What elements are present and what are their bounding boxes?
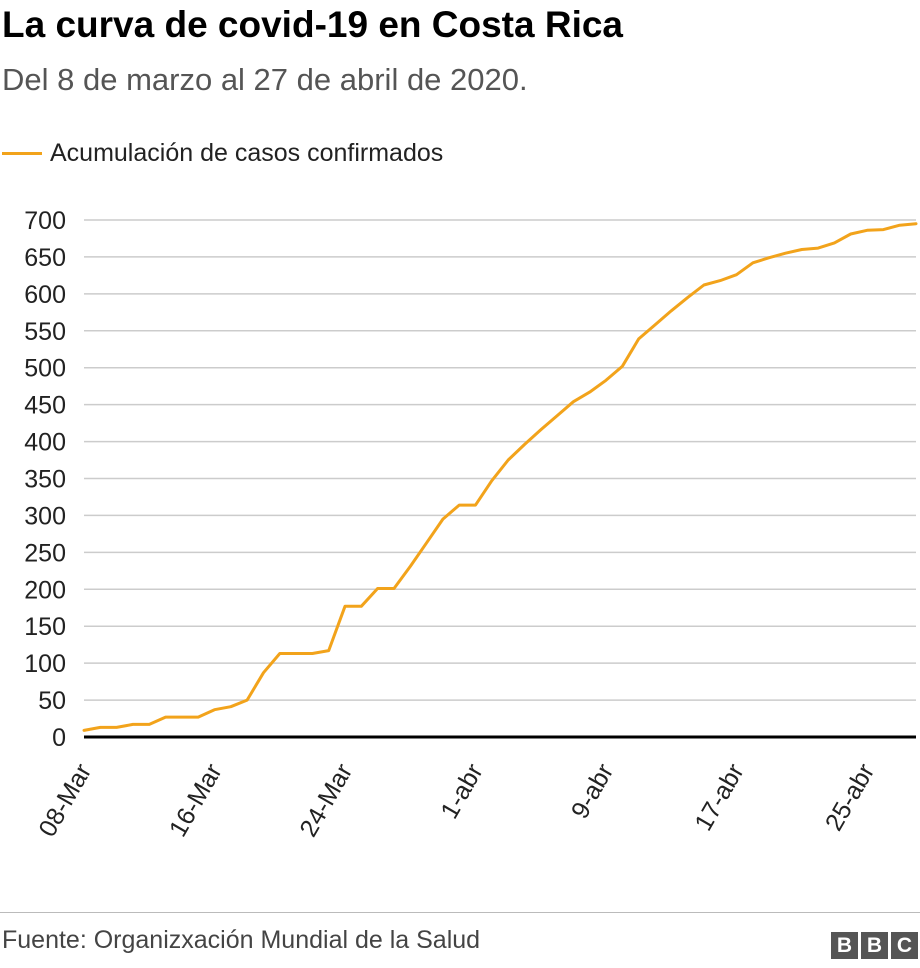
x-tick-label: 9-abr (566, 759, 619, 824)
bbc-logo-block: B (831, 932, 858, 959)
legend-label: Acumulación de casos confirmados (50, 138, 444, 167)
line-chart: 0 50 100 150 200 250 300 350 400 450 500 550 600 650 7… (24, 207, 918, 842)
y-tick-label: 100 (24, 650, 66, 678)
y-tick-label: 550 (24, 318, 66, 346)
series (82, 222, 918, 732)
series-line-casos-confirmados (82, 222, 918, 732)
y-tick-label: 250 (24, 539, 66, 567)
x-tick-label: 17-abr (689, 759, 749, 836)
y-tick-label: 300 (24, 502, 66, 530)
y-tick-label: 200 (24, 576, 66, 604)
y-tick-label: 500 (24, 355, 66, 383)
bbc-logo-block: B (861, 932, 888, 959)
x-tick-label: 25-abr (820, 759, 880, 836)
y-tick-label: 450 (24, 392, 66, 420)
footer-divider (0, 912, 920, 913)
bbc-logo-block: C (891, 932, 918, 959)
x-tick-label: 24-Mar (294, 759, 358, 842)
x-tick-label: 08-Mar (33, 759, 97, 842)
y-tick-label: 650 (24, 244, 66, 272)
y-axis: 0 50 100 150 200 250 300 350 400 450 500 550 600 650 7… (24, 207, 916, 752)
x-tick-label: 1-abr (435, 759, 488, 824)
source-note: Fuente: Organizxación Mundial de la Salu… (2, 926, 481, 954)
y-tick-label: 150 (24, 613, 66, 641)
x-axis: 08-Mar 16-Mar 24-Mar 1-abr 9-abr 17-abr 25-abr (33, 759, 880, 842)
y-tick-label: 400 (24, 429, 66, 457)
y-tick-label: 700 (24, 207, 66, 235)
y-tick-label: 50 (38, 687, 66, 715)
y-tick-label: 0 (52, 724, 66, 752)
gridlines (84, 219, 916, 701)
y-tick-label: 600 (24, 281, 66, 309)
chart-title: La curva de covid-19 en Costa Rica (2, 4, 624, 45)
chart-subtitle: Del 8 de marzo al 27 de abril de 2020. (2, 62, 528, 97)
y-tick-label: 350 (24, 466, 66, 494)
bbc-logo: B B C (831, 932, 918, 959)
legend: Acumulación de casos confirmados (2, 136, 443, 170)
legend-swatch (2, 151, 42, 155)
x-tick-label: 16-Mar (164, 759, 228, 842)
